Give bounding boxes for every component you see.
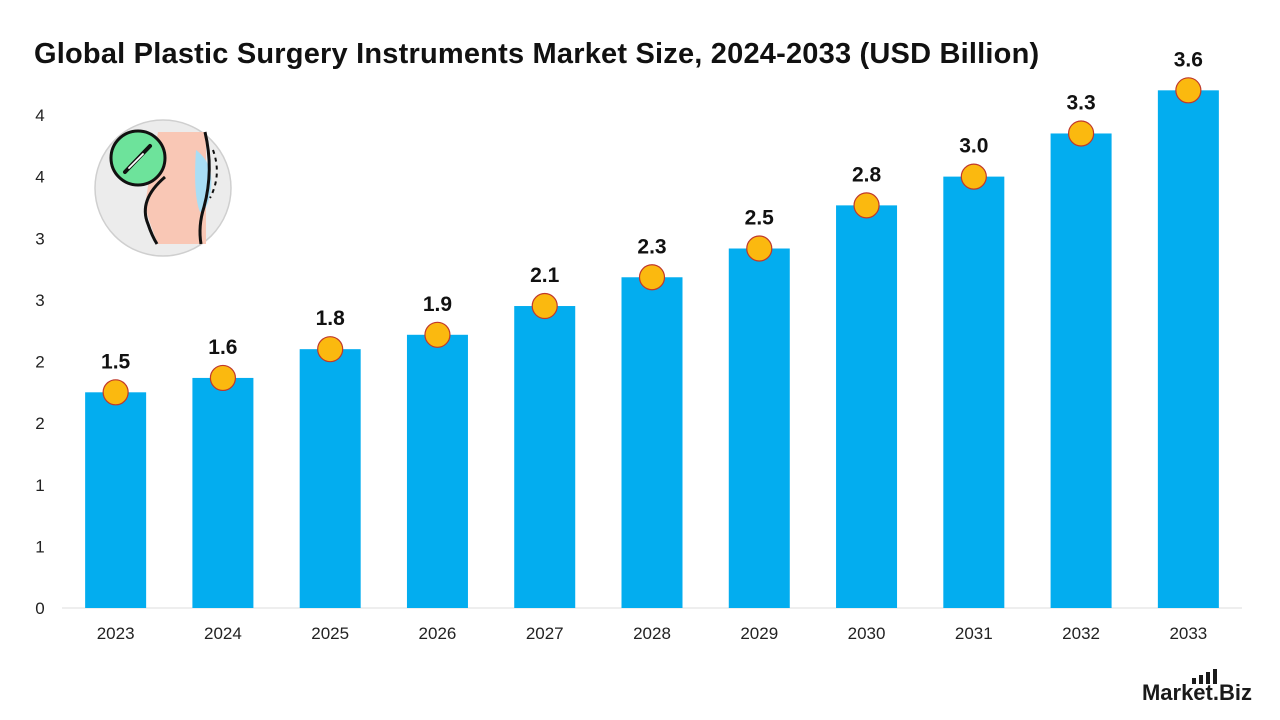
- bar-2028: [621, 277, 683, 608]
- plastic-surgery-icon: [94, 119, 232, 257]
- marker-2025: [317, 336, 344, 363]
- bar-2033: [1157, 90, 1219, 609]
- x-tick-label: 2026: [419, 624, 457, 643]
- brand-logo: Market.Biz: [1141, 680, 1252, 705]
- bar-2025: [299, 349, 361, 608]
- data-label-2033: 3.6: [1174, 48, 1203, 71]
- y-tick-label: 1: [35, 476, 44, 495]
- y-tick-label: 2: [35, 353, 44, 372]
- x-tick-label: 2027: [526, 624, 564, 643]
- x-tick-label: 2030: [848, 624, 886, 643]
- marker-2028: [638, 264, 666, 291]
- bar-2032: [1050, 133, 1112, 608]
- marker-2030: [853, 192, 880, 219]
- y-tick-label: 4: [35, 168, 44, 187]
- data-label-2023: 1.5: [101, 350, 131, 373]
- marker-2027: [531, 292, 558, 320]
- bar-2030: [836, 205, 898, 608]
- data-label-2032: 3.3: [1066, 91, 1095, 114]
- y-tick-label: 1: [35, 537, 44, 556]
- marker-2024: [209, 364, 237, 392]
- marker-2031: [960, 163, 987, 190]
- marker-2023: [102, 379, 129, 406]
- x-tick-label: 2025: [311, 624, 349, 643]
- data-label-2025: 1.8: [316, 307, 346, 330]
- x-tick-label: 2028: [633, 624, 671, 643]
- x-tick-label: 2023: [97, 624, 135, 643]
- y-tick-label: 3: [35, 291, 44, 310]
- bar-2024: [192, 377, 254, 608]
- signal-bars-icon: [1192, 669, 1217, 684]
- data-label-2026: 1.9: [423, 293, 452, 316]
- x-tick-label: 2024: [204, 624, 242, 643]
- x-tick-label: 2031: [955, 624, 993, 643]
- x-tick-label: 2029: [740, 624, 778, 643]
- data-label-2024: 1.6: [208, 336, 237, 359]
- x-tick-label: 2032: [1062, 624, 1100, 643]
- bar-2031: [943, 176, 1005, 608]
- data-label-2030: 2.8: [852, 163, 882, 186]
- y-tick-label: 0: [35, 599, 44, 618]
- marker-2032: [1067, 120, 1095, 147]
- chart-title: Global Plastic Surgery Instruments Marke…: [34, 38, 1040, 70]
- y-tick-label: 4: [35, 106, 44, 125]
- marker-2033: [1175, 77, 1202, 104]
- bar-2029: [728, 248, 790, 608]
- bar-2023: [85, 392, 147, 608]
- marker-2029: [746, 235, 773, 262]
- bar-2027: [514, 306, 576, 608]
- y-tick-label: 2: [35, 414, 44, 433]
- marker-2026: [424, 321, 451, 348]
- data-label-2028: 2.3: [637, 235, 666, 258]
- data-label-2031: 3.0: [959, 135, 988, 158]
- y-tick-label: 3: [35, 229, 44, 248]
- x-tick-label: 2033: [1169, 624, 1207, 643]
- bar-2026: [406, 334, 468, 608]
- data-label-2027: 2.1: [530, 264, 560, 287]
- data-label-2029: 2.5: [745, 207, 775, 230]
